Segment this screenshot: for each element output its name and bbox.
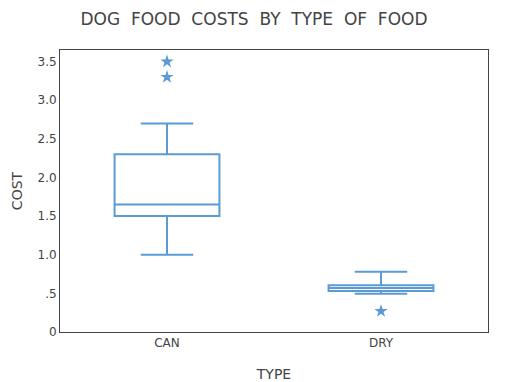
- svg-text:1.0: 1.0: [38, 248, 57, 262]
- svg-text:DRY: DRY: [369, 336, 394, 350]
- svg-text:COST: COST: [9, 171, 25, 210]
- svg-text:2.0: 2.0: [38, 171, 57, 185]
- svg-text:3.5: 3.5: [38, 55, 57, 69]
- svg-text:0: 0: [49, 325, 57, 339]
- svg-text:.5: .5: [45, 287, 56, 301]
- svg-text:3.0: 3.0: [38, 93, 57, 107]
- svg-text:1.5: 1.5: [38, 209, 57, 223]
- svg-text:CAN: CAN: [154, 336, 180, 350]
- svg-text:2.5: 2.5: [38, 132, 57, 146]
- svg-text:TYPE: TYPE: [256, 366, 291, 382]
- svg-text:DOG FOOD COSTS BY TYPE OF: DOG FOOD COSTS BY TYPE OF FOOD: [80, 9, 427, 29]
